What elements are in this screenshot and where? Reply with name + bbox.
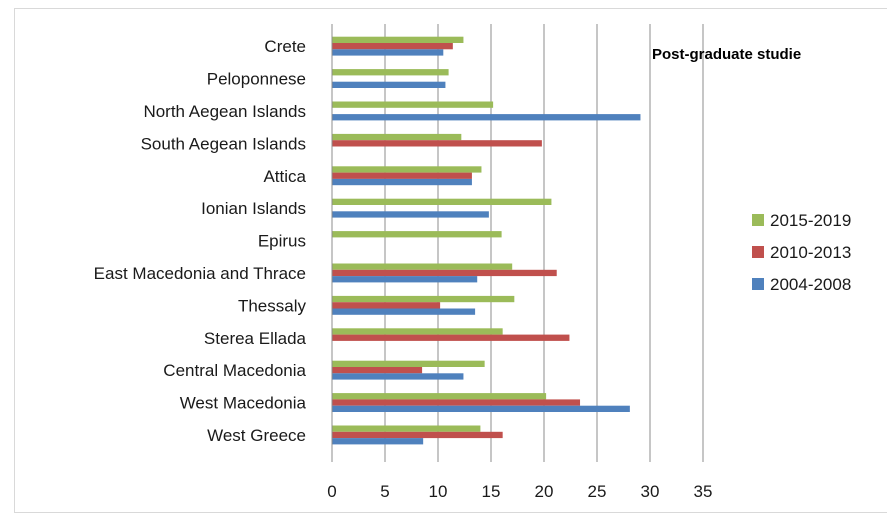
bar-2015-2019 bbox=[332, 166, 482, 173]
legend-label: 2004-2008 bbox=[770, 275, 851, 294]
x-tick-label: 25 bbox=[588, 482, 607, 501]
bar-2004-2008 bbox=[332, 373, 464, 380]
x-tick-label: 5 bbox=[380, 482, 389, 501]
bar-2015-2019 bbox=[332, 263, 513, 270]
bar-2004-2008 bbox=[332, 49, 444, 56]
category-label: Ionian Islands bbox=[201, 199, 306, 218]
category-label: West Macedonia bbox=[180, 394, 307, 413]
x-tick-label: 0 bbox=[327, 482, 336, 501]
bar-2004-2008 bbox=[332, 308, 476, 315]
legend-swatch bbox=[752, 278, 764, 290]
bar-2015-2019 bbox=[332, 36, 464, 43]
x-tick-label: 15 bbox=[482, 482, 501, 501]
bar-2004-2008 bbox=[332, 405, 630, 412]
category-label: Peloponnese bbox=[207, 70, 306, 89]
category-label: South Aegean Islands bbox=[141, 134, 306, 153]
bar-2004-2008 bbox=[332, 438, 424, 445]
x-tick-label: 20 bbox=[535, 482, 554, 501]
bar-2004-2008 bbox=[332, 114, 641, 121]
legend: 2015-2019 2010-2013 2004-2008 bbox=[752, 211, 851, 294]
category-labels: West Greece West Macedonia Central Macedon… bbox=[94, 37, 307, 445]
legend-swatch bbox=[752, 246, 764, 258]
category-label: Crete bbox=[264, 37, 306, 56]
bar-2015-2019 bbox=[332, 133, 462, 141]
bar-2010-2013 bbox=[332, 43, 453, 50]
bar-2015-2019 bbox=[332, 198, 552, 205]
category-label: Thessaly bbox=[238, 296, 307, 315]
gridlines bbox=[384, 24, 704, 462]
x-tick-label: 35 bbox=[694, 482, 713, 501]
category-label: Central Macedonia bbox=[163, 361, 306, 380]
x-tick-label: 30 bbox=[641, 482, 660, 501]
bar-2015-2019 bbox=[332, 231, 502, 238]
legend-swatch bbox=[752, 214, 764, 226]
category-label: North Aegean Islands bbox=[143, 102, 306, 121]
category-label: East Macedonia and Thrace bbox=[94, 264, 306, 283]
bar-2004-2008 bbox=[332, 178, 472, 186]
bar-2004-2008 bbox=[332, 81, 446, 88]
category-label: Sterea Ellada bbox=[204, 329, 307, 348]
category-label: Attica bbox=[263, 167, 306, 186]
category-label: Epirus bbox=[258, 232, 306, 251]
bar-2015-2019 bbox=[332, 69, 449, 76]
bar-2010-2013 bbox=[332, 334, 570, 341]
chart-title: Post-graduate studie bbox=[652, 46, 801, 63]
bar-2010-2013 bbox=[332, 140, 542, 147]
bar-2010-2013 bbox=[332, 399, 581, 406]
bar-2010-2013 bbox=[332, 302, 441, 309]
bar-2010-2013 bbox=[332, 431, 503, 439]
legend-label: 2010-2013 bbox=[770, 243, 851, 262]
bar-2015-2019 bbox=[332, 393, 547, 400]
category-label: West Greece bbox=[207, 426, 306, 445]
bar-2004-2008 bbox=[332, 211, 489, 218]
bar-2010-2013 bbox=[332, 269, 557, 277]
bar-2015-2019 bbox=[332, 101, 494, 108]
bars bbox=[332, 36, 641, 445]
x-tick-label: 10 bbox=[429, 482, 448, 501]
legend-label: 2015-2019 bbox=[770, 211, 851, 230]
bar-2015-2019 bbox=[332, 295, 515, 303]
x-tick-labels: 0 5 10 15 20 25 30 35 bbox=[327, 482, 712, 501]
bar-2004-2008 bbox=[332, 276, 478, 283]
bar-2015-2019 bbox=[332, 425, 481, 432]
bar-2015-2019 bbox=[332, 328, 503, 335]
bar-2010-2013 bbox=[332, 367, 423, 374]
bar-2010-2013 bbox=[332, 172, 472, 179]
bar-2015-2019 bbox=[332, 360, 485, 367]
